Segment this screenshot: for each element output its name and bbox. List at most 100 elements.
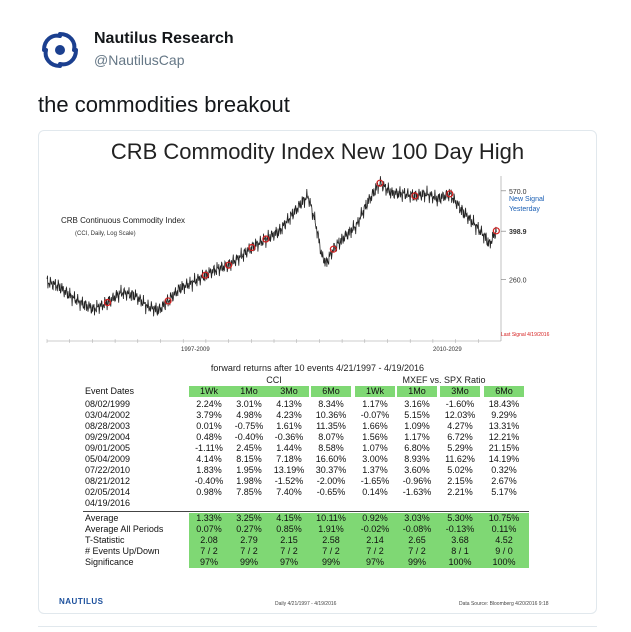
signal-marker (376, 179, 384, 187)
table-row: 05/04/2009 4.14% 8.15% 7.18% 16.60% 3.00% 8.93… (39, 454, 596, 465)
table-cell: 3.00% (362, 454, 388, 464)
table-cell: 10.11% (316, 513, 346, 523)
nautilus-logo-icon (38, 28, 82, 72)
table-cell: 2.67% (491, 476, 517, 486)
period-label-1: 1997-2009 (181, 347, 210, 353)
table-cell: -0.75% (234, 421, 264, 431)
table-cell: -1.11% (195, 443, 223, 453)
footer-logo: NAUTILUS (59, 597, 104, 606)
tweet-media-image[interactable]: CRB Commodity Index New 100 Day High 570… (38, 130, 597, 614)
author-name[interactable]: Nautilus Research (94, 30, 234, 47)
table-cell: 7 / 2 (408, 546, 426, 556)
table-cell: -2.00% (316, 476, 346, 486)
table-cell: 6.72% (447, 432, 473, 442)
table-cell: -0.13% (445, 524, 475, 534)
table-cell: 97% (365, 557, 384, 567)
signal-marker (201, 271, 209, 279)
table-cell: 100% (448, 557, 472, 567)
table-cell: 10.75% (488, 513, 520, 523)
table-cell: 1.83% (196, 465, 222, 475)
table-cell: 4.23% (276, 410, 302, 420)
period-label-2: 2010-2029 (433, 347, 462, 353)
table-cell: 4.15% (276, 513, 302, 523)
table-cell: 4.27% (447, 421, 473, 431)
table-row: 09/01/2005 -1.11% 2.45% 1.44% 8.58% 1.07% 6.80… (39, 443, 596, 454)
table-cell: 100% (492, 557, 516, 567)
row-label: 03/04/2002 (85, 410, 131, 420)
table-cell: 7.40% (276, 487, 302, 497)
table-cell: 3.01% (236, 399, 262, 409)
table-cell: 11.62% (445, 454, 475, 464)
signal-marker (262, 235, 270, 243)
row-label: 05/04/2009 (85, 454, 131, 464)
table-cell: 0.27% (236, 524, 262, 534)
table-row: 08/28/2003 0.01% -0.75% 1.61% 11.35% 1.66% 1.0… (39, 421, 596, 432)
new-signal-label-line2: Yesterday (509, 206, 540, 213)
signal-marker (446, 190, 454, 198)
table-cell: 7.85% (236, 487, 262, 497)
table-cell: 1.17% (362, 399, 388, 409)
table-cell: 1.95% (236, 465, 262, 475)
summary-row: # Events Up/Down 7 / 2 7 / 2 7 / 2 7 / 2 7 / … (39, 546, 596, 557)
table-row: 08/21/2012 -0.40% 1.98% -1.52% -2.00% -1.65% -… (39, 476, 596, 487)
table-cell: 12.21% (488, 432, 520, 442)
row-label: 08/28/2003 (85, 421, 131, 431)
table-cell: 97% (199, 557, 218, 567)
table-cell: -1.52% (274, 476, 304, 486)
table-cell: 2.65 (408, 535, 426, 545)
table-cell: 1.66% (362, 421, 388, 431)
table-row: 02/05/2014 0.98% 7.85% 7.40% -0.65% 0.14% -1.6… (39, 487, 596, 498)
table-cell: 0.01% (196, 421, 222, 431)
row-label: Average (85, 513, 119, 523)
new-signal-label: New Signal (509, 196, 545, 203)
table-cell: 3.60% (404, 465, 430, 475)
table-cell: 0.85% (276, 524, 302, 534)
chart-title: CRB Commodity Index New 100 Day High (110, 139, 525, 164)
table-cell: 2.08 (200, 535, 218, 545)
table-title: forward returns after 10 events 4/21/199… (210, 363, 425, 373)
table-cell: 0.14% (362, 487, 388, 497)
author-handle[interactable]: @NautilusCap (94, 52, 185, 68)
table-cell: 2.58 (322, 535, 340, 545)
table-cell: 5.29% (447, 443, 473, 453)
table-cell: 5.15% (404, 410, 430, 420)
table-cell: 16.60% (315, 454, 347, 464)
table-cell: -0.65% (316, 487, 346, 497)
table-cell: 1.44% (276, 443, 302, 453)
table-cell: 8.34% (318, 399, 344, 409)
table-cell: 11.35% (316, 421, 346, 431)
table-cell: 8.58% (318, 443, 344, 453)
price-chart: 570.0 398.9 260.0 CRB Continuous Commodity … (46, 176, 550, 353)
avatar[interactable] (38, 28, 82, 72)
group-header-cci: CCI (266, 375, 282, 385)
table-cell: 9 / 0 (495, 546, 513, 556)
table-cell: 9.29% (491, 410, 517, 420)
signal-marker (225, 261, 233, 269)
y-tick-label: 260.0 (509, 277, 527, 284)
row-label: # Events Up/Down (85, 546, 160, 556)
summary-row: Average All Periods 0.07% 0.27% 0.85% 1.91% -… (39, 524, 596, 535)
table-cell: 1.07% (362, 443, 388, 453)
table-cell: 2.15% (447, 476, 473, 486)
table-row: 07/22/2010 1.83% 1.95% 13.19% 30.37% 1.37% 3.6… (39, 465, 596, 476)
table-cell: 2.45% (236, 443, 262, 453)
table-cell: 7 / 2 (240, 546, 258, 556)
row-label: 08/02/1999 (85, 399, 131, 409)
column-header: 3Mo (269, 386, 309, 397)
table-cell: 7 / 2 (322, 546, 340, 556)
summary-row: T-Statistic 2.08 2.79 2.15 2.58 2.14 2.65 3.68 4… (39, 535, 596, 546)
row-label: 04/19/2016 (85, 498, 131, 508)
table-cell: 1.33% (196, 513, 222, 523)
tweet-text: the commodities breakout (38, 92, 290, 117)
table-cell: 6.80% (404, 443, 430, 453)
table-cell: 1.91% (318, 524, 344, 534)
table-row: 04/19/2016 (39, 498, 596, 509)
table-cell: 1.09% (404, 421, 430, 431)
table-cell: 13.19% (273, 465, 305, 475)
table-cell: -0.02% (360, 524, 390, 534)
table-cell: 3.16% (404, 399, 430, 409)
table-cell: -0.08% (402, 524, 432, 534)
table-cell: 2.24% (196, 399, 222, 409)
table-cell: 1.61% (276, 421, 302, 431)
table-cell: 99% (407, 557, 426, 567)
